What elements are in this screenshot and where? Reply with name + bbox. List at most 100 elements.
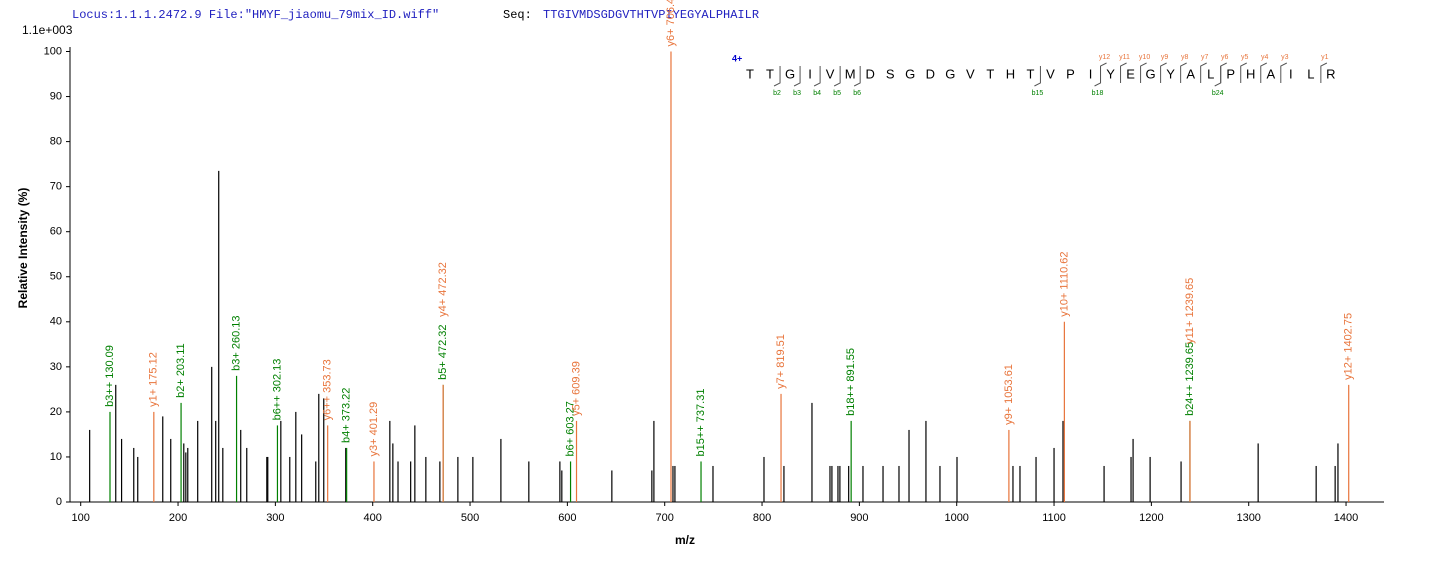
residue: G — [945, 66, 955, 81]
x-tick-label: 600 — [558, 512, 576, 524]
y-label: y7 — [1201, 54, 1209, 61]
residue: L — [1207, 66, 1214, 81]
peak-label: b4+ 373.22 — [341, 388, 353, 443]
y-label: y11 — [1119, 54, 1130, 61]
residue: A — [1186, 66, 1195, 81]
y-bracket — [1200, 62, 1207, 83]
b-label: b4 — [813, 90, 821, 97]
peak-label: y7+ 819.51 — [775, 334, 787, 389]
residue: S — [886, 66, 895, 81]
residue: V — [826, 66, 835, 81]
b-bracket — [1214, 66, 1222, 87]
residue: I — [1089, 66, 1093, 81]
seq-label: Seq: — [503, 8, 532, 22]
x-tick-label: 100 — [72, 512, 90, 524]
residue: I — [1289, 66, 1293, 81]
peak-label: b6+ 603.27 — [564, 401, 576, 456]
peak-label: b2+ 203.11 — [175, 343, 187, 398]
b-bracket — [793, 66, 801, 87]
b-label: b24 — [1212, 90, 1224, 97]
residue: M — [845, 66, 856, 81]
y-tick-label: 30 — [50, 361, 62, 373]
peak-label: y10+ 1110.62 — [1058, 251, 1070, 316]
y-bracket — [1180, 62, 1187, 83]
x-tick-label: 1100 — [1042, 512, 1066, 524]
y-tick-label: 80 — [50, 136, 62, 148]
b-label: b15 — [1032, 90, 1044, 97]
peak-label: y11+ 1239.65 — [1184, 278, 1196, 344]
y-tick-label: 70 — [50, 181, 62, 193]
y-axis-label: Relative Intensity (%) — [16, 188, 30, 309]
x-tick-label: 400 — [364, 512, 382, 524]
peak-label: y1+ 175.12 — [148, 352, 160, 407]
b-label: b18 — [1092, 90, 1104, 97]
residue: R — [1326, 66, 1335, 81]
y-bracket — [1260, 62, 1267, 83]
b-bracket — [853, 66, 861, 87]
x-tick-label: 700 — [656, 512, 674, 524]
b-label: b3 — [793, 90, 801, 97]
y-bracket — [1320, 62, 1328, 83]
x-tick-label: 1300 — [1236, 512, 1260, 524]
peak-label: b24++ 1239.65 — [1184, 342, 1196, 416]
x-axis-label: m/z — [675, 533, 695, 547]
x-tick-label: 200 — [169, 512, 187, 524]
peak-label: y12+ 1402.75 — [1343, 313, 1355, 380]
residue: Y — [1166, 66, 1175, 81]
residue: P — [1226, 66, 1235, 81]
y-label: y4 — [1261, 54, 1269, 61]
peak-label: y4+ 472.32 — [437, 262, 449, 317]
peak-label: y9+ 1053.61 — [1003, 364, 1015, 425]
y-label: y9 — [1161, 54, 1169, 61]
y-label: y12 — [1099, 54, 1110, 61]
b-bracket — [833, 66, 841, 87]
y-label: y8 — [1181, 54, 1189, 61]
x-tick-label: 800 — [753, 512, 771, 524]
y-bracket — [1120, 62, 1127, 83]
header: Locus:1.1.1.2472.9 File:"HMYF_jiaomu_79m… — [72, 8, 439, 22]
charge: 4+ — [732, 53, 742, 63]
y-tick-label: 10 — [50, 451, 62, 463]
y-bracket — [1100, 62, 1107, 83]
x-tick-label: 1000 — [944, 512, 968, 524]
b-bracket — [1094, 66, 1102, 87]
y-tick-label: 50 — [50, 271, 62, 283]
peak-label: b6++ 302.13 — [271, 359, 283, 421]
residue: G — [905, 66, 915, 81]
y-bracket — [1160, 62, 1167, 83]
residue: D — [865, 66, 874, 81]
residue: E — [1126, 66, 1135, 81]
residue: G — [1146, 66, 1156, 81]
x-tick-label: 500 — [461, 512, 479, 524]
y-label: y10 — [1139, 54, 1150, 61]
residue: H — [1006, 66, 1015, 81]
residue: T — [986, 66, 994, 81]
peak-label: b5+ 472.32 — [437, 324, 449, 379]
y-bracket — [1280, 62, 1288, 83]
peak-label: b3++ 130.09 — [104, 345, 116, 407]
y-label: y3 — [1281, 54, 1289, 61]
y-tick-label: 20 — [50, 406, 62, 418]
y-tick-label: 40 — [50, 316, 62, 328]
residue: P — [1066, 66, 1075, 81]
y-tick-label: 90 — [50, 90, 62, 102]
residue: I — [808, 66, 812, 81]
b-bracket — [1034, 66, 1041, 87]
peak-label: b15++ 737.31 — [695, 389, 707, 457]
peak-label: y6+ 706.45 — [665, 0, 677, 47]
sequence: TTGIVMDSGDGVTHTVPIYEGYALPHAILR — [543, 8, 759, 22]
b-bracket — [813, 66, 821, 87]
max-intensity: 1.1e+003 — [22, 23, 73, 37]
y-bracket — [1240, 62, 1247, 83]
residue: L — [1307, 66, 1314, 81]
peak-label: b3+ 260.13 — [230, 315, 242, 370]
peak-label: y6++ 353.73 — [322, 359, 334, 420]
y-bracket — [1220, 62, 1227, 83]
peak-label: b18++ 891.55 — [845, 348, 857, 416]
b-bracket — [773, 66, 781, 87]
y-label: y5 — [1241, 54, 1249, 61]
b-label: b5 — [833, 90, 841, 97]
y-tick-label: 60 — [50, 226, 62, 238]
peak-label: y3+ 401.29 — [368, 402, 380, 457]
